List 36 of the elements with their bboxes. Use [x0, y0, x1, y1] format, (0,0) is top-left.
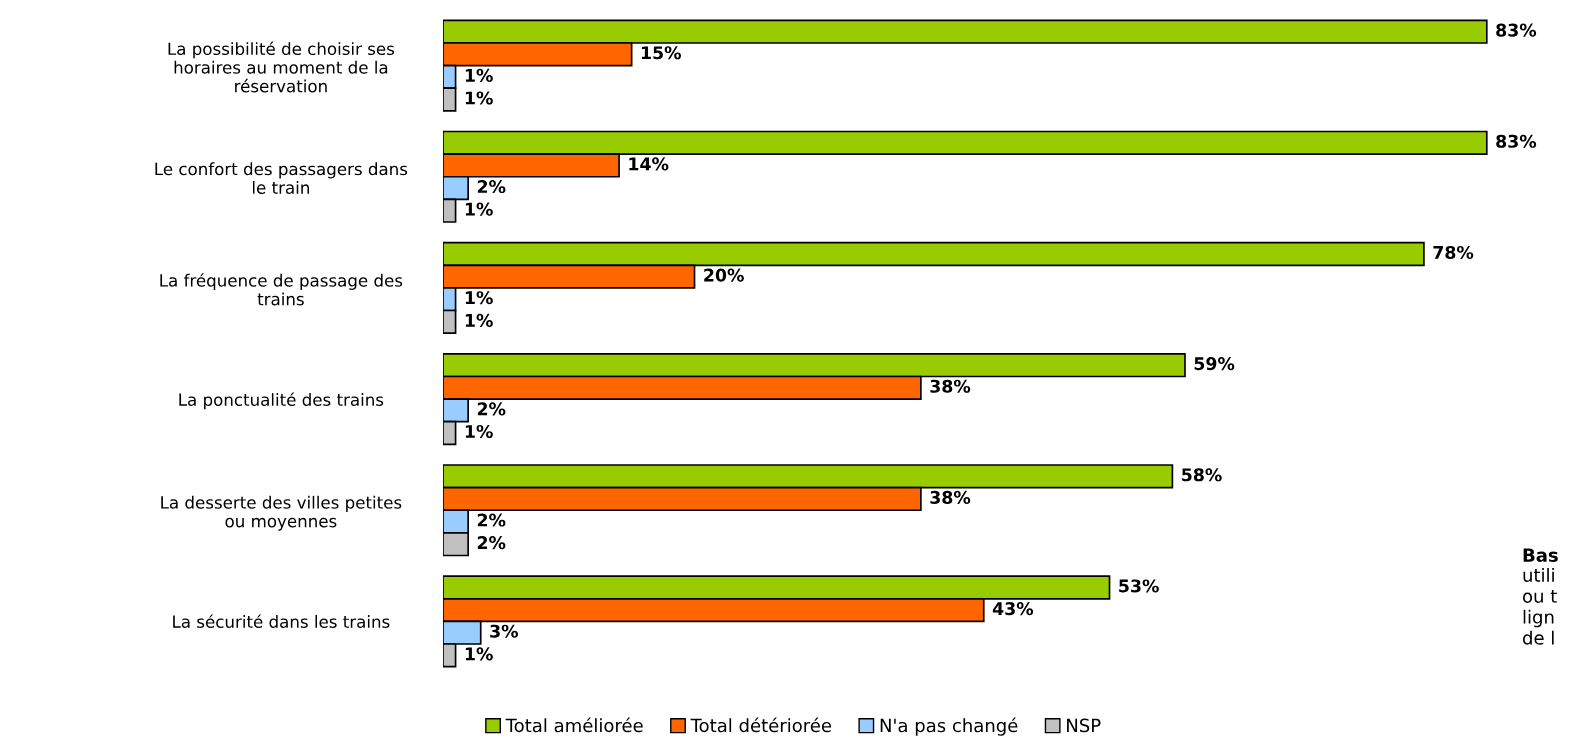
- data-label: 14%: [629, 157, 669, 171]
- data-label: 38%: [930, 379, 971, 393]
- data-label: 1%: [465, 647, 493, 661]
- text: utili ou t lign de l: [1523, 568, 1557, 645]
- data-label: 1%: [465, 424, 493, 439]
- data-label: 2%: [477, 402, 506, 416]
- data-label: 1%: [465, 68, 493, 82]
- y-tick-label: La sécurité dans les trains: [173, 614, 390, 628]
- y-tick-label: La ponctualité des trains: [179, 392, 384, 410]
- data-label: 83%: [1496, 134, 1537, 148]
- data-label: 2%: [477, 179, 506, 194]
- data-label: 58%: [1182, 468, 1222, 482]
- y-tick-label: La possibilité de choisir ses horaires au moment de la réservation: [168, 41, 395, 93]
- legend-label: NSP: [1067, 718, 1101, 733]
- data-label: 1%: [465, 291, 493, 305]
- text: Bas: [1523, 548, 1558, 562]
- data-label: 43%: [992, 602, 1034, 616]
- data-label: 2%: [477, 536, 506, 550]
- data-label: 3%: [490, 624, 518, 638]
- y-tick-label: La fréquence de passage des trains: [160, 273, 403, 306]
- data-label: 15%: [641, 46, 681, 60]
- legend-label: Total améliorée: [505, 717, 643, 733]
- data-label: 1%: [465, 313, 493, 327]
- data-label: 78%: [1433, 245, 1474, 260]
- data-label: 59%: [1194, 357, 1235, 371]
- data-label: 1%: [465, 202, 493, 216]
- data-label: 53%: [1119, 579, 1159, 593]
- data-label: 2%: [477, 513, 506, 527]
- y-tick-label: Le confort des passagers dans le train: [155, 162, 408, 194]
- data-label: 20%: [704, 268, 744, 282]
- y-tick-label: La desserte des villes petites ou moyennes: [161, 495, 402, 531]
- data-label: 1%: [465, 91, 493, 105]
- data-label: 38%: [930, 490, 971, 504]
- data-label: 83%: [1496, 23, 1537, 37]
- legend-label: N'a pas changé: [880, 717, 1018, 736]
- legend-label: Total détériorée: [690, 717, 832, 733]
